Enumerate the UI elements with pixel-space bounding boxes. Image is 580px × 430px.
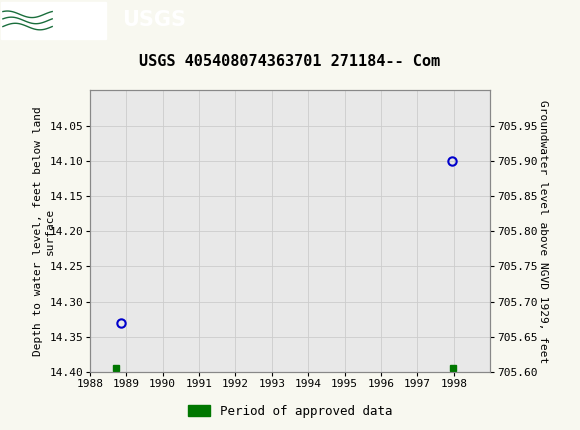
Text: USGS 405408074363701 271184-- Com: USGS 405408074363701 271184-- Com [139, 54, 441, 69]
Text: USGS: USGS [122, 10, 186, 31]
Legend: Period of approved data: Period of approved data [183, 400, 397, 423]
Y-axis label: Depth to water level, feet below land
surface: Depth to water level, feet below land su… [33, 106, 55, 356]
Y-axis label: Groundwater level above NGVD 1929, feet: Groundwater level above NGVD 1929, feet [538, 99, 548, 363]
FancyBboxPatch shape [1, 2, 106, 39]
